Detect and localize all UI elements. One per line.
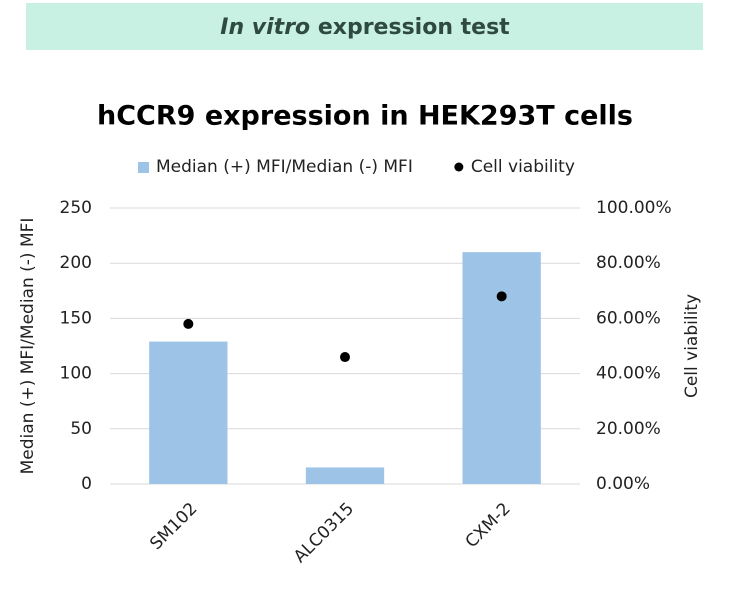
- chart-title: hCCR9 expression in HEK293T cells: [97, 101, 633, 132]
- y-tick-label: 200: [60, 253, 92, 273]
- y2-tick-label: 60.00%: [596, 308, 661, 328]
- banner: [26, 3, 703, 50]
- bar: [462, 252, 541, 484]
- y-tick-label: 150: [60, 308, 92, 328]
- x-tick-label: CXM-2: [462, 499, 515, 552]
- bar: [305, 467, 385, 484]
- point: [340, 352, 350, 363]
- legend-label: Median (+) MFI/Median (-) MFI: [156, 157, 413, 177]
- banner-text: In vitro expression test: [220, 15, 510, 40]
- y2-axis-label: Cell viability: [682, 294, 702, 398]
- point: [496, 291, 507, 302]
- x-tick-label: SM102: [146, 499, 201, 554]
- y-tick-label: 50: [70, 419, 92, 439]
- y-tick-label: 250: [60, 198, 92, 218]
- x-tick-label: ALC0315: [290, 499, 358, 567]
- y-tick-label: 100: [60, 364, 92, 384]
- y2-tick-label: 80.00%: [596, 253, 661, 273]
- legend-label: Cell viability: [471, 157, 575, 177]
- banner-emphasis: In vitro: [220, 15, 310, 40]
- point: [183, 318, 194, 329]
- banner-rest: expression test: [318, 15, 510, 40]
- bar: [149, 341, 228, 484]
- legend-marker: [138, 162, 149, 173]
- y2-tick-label: 0.00%: [596, 474, 650, 494]
- y-axis-label: Median (+) MFI/Median (-) MFI: [18, 218, 38, 475]
- y-tick-label: 0: [81, 474, 92, 494]
- legend-marker: [454, 162, 464, 172]
- y2-tick-label: 20.00%: [596, 419, 661, 439]
- y2-tick-label: 40.00%: [596, 364, 661, 384]
- y2-tick-label: 100.00%: [596, 198, 672, 218]
